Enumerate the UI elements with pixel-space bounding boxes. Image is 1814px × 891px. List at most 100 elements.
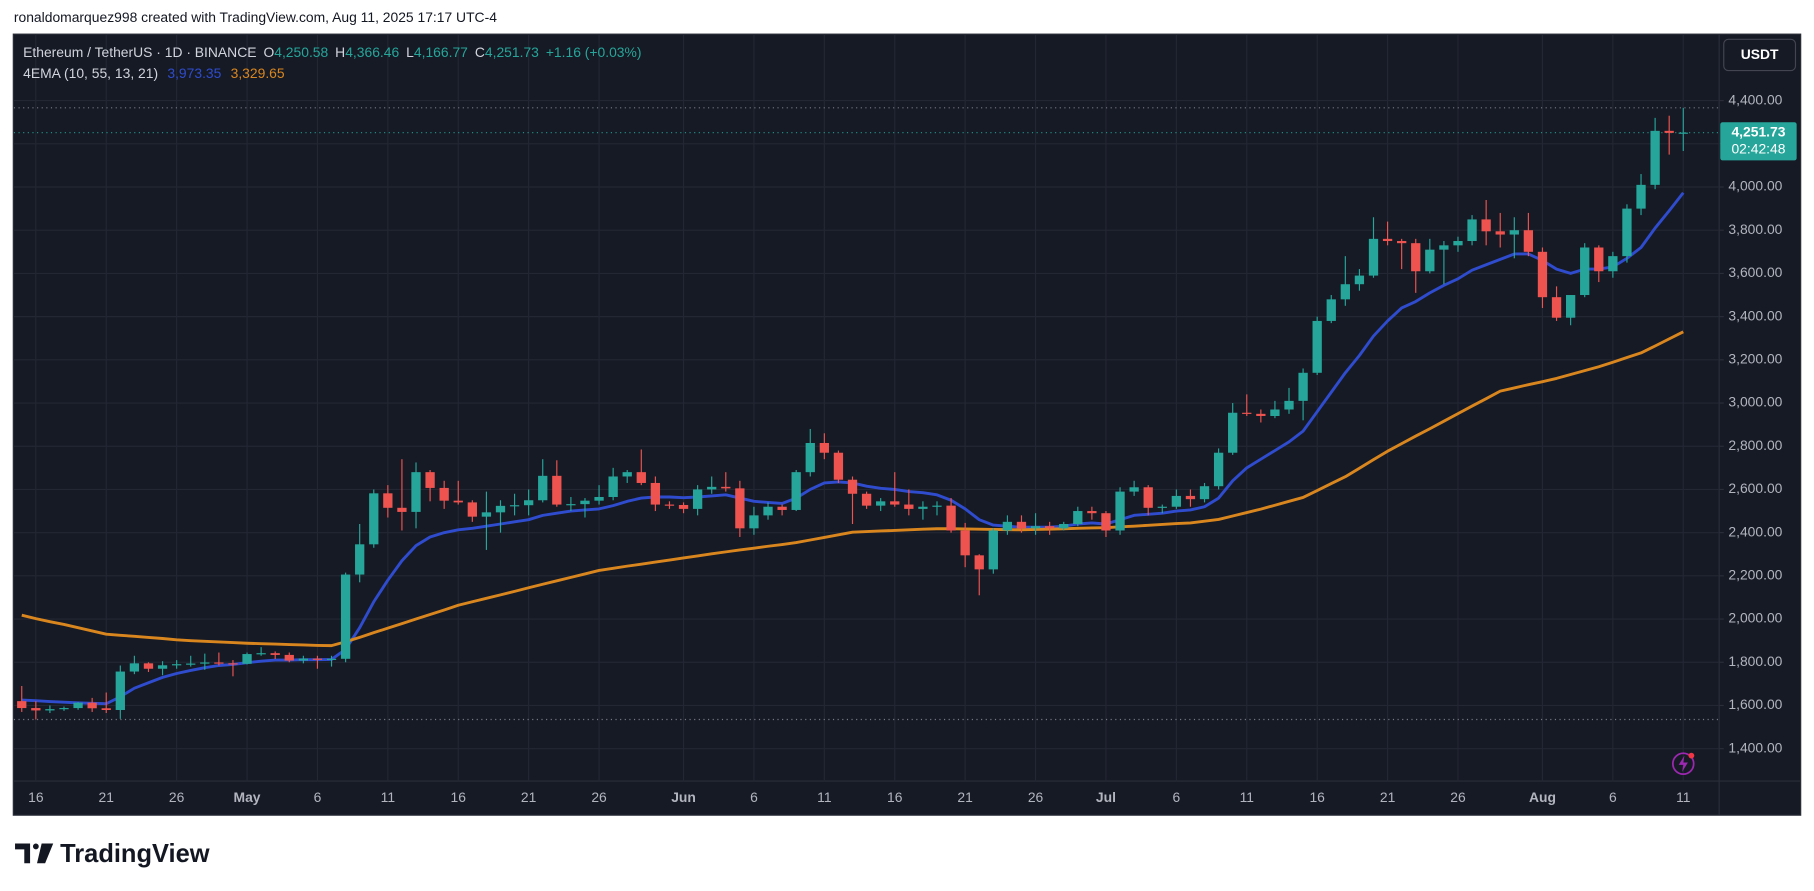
candle-body <box>1453 241 1463 246</box>
candle-body <box>45 709 55 711</box>
y-tick-label: 3,000.00 <box>1728 394 1782 410</box>
candle-body <box>946 505 956 531</box>
last-price-label: 4,251.73 <box>1731 123 1785 139</box>
logo-mark <box>15 843 31 864</box>
candle-body <box>1622 208 1632 257</box>
candle-body <box>17 701 27 709</box>
currency-label[interactable]: USDT <box>1741 46 1779 62</box>
candle-body <box>228 663 238 665</box>
candle-body <box>960 530 970 556</box>
candle-body <box>974 555 984 570</box>
candle-body <box>425 472 435 488</box>
ohlc-value: 4,366.46 <box>345 44 399 60</box>
candle-body <box>608 476 618 498</box>
x-tick-label: 16 <box>28 789 44 805</box>
candle-body <box>1397 241 1407 244</box>
x-tick-label: 6 <box>1173 789 1181 805</box>
y-tick-label: 3,600.00 <box>1728 264 1782 280</box>
candle-body <box>467 502 477 517</box>
candle-body <box>1129 487 1139 492</box>
candle-body <box>411 472 421 512</box>
candle-body <box>1523 230 1534 252</box>
candle-body <box>594 497 604 501</box>
candle-body <box>284 654 294 661</box>
candle-body <box>1580 247 1590 296</box>
candle-body <box>1185 495 1196 500</box>
candle-body <box>1016 521 1027 529</box>
candle-body <box>115 671 125 711</box>
candle-body <box>453 500 463 503</box>
candle-body <box>721 486 731 489</box>
candle-body <box>1228 412 1238 453</box>
change-value: +1.16 (+0.03%) <box>546 44 642 60</box>
alert-dot[interactable] <box>1688 752 1695 759</box>
candle-body <box>650 482 661 505</box>
candle-body <box>495 505 506 513</box>
candle-body <box>1157 506 1167 508</box>
candle-body <box>1059 524 1069 529</box>
candle-body <box>1594 247 1604 272</box>
candle-body <box>1002 521 1013 531</box>
candle-body <box>1678 132 1688 134</box>
candle-body <box>1312 320 1322 373</box>
candle-body <box>200 662 210 664</box>
y-tick-label: 2,400.00 <box>1728 523 1782 539</box>
candle-body <box>890 501 900 505</box>
x-tick-label: 16 <box>1309 789 1325 805</box>
symbol: Ethereum / TetherUS · 1D · BINANCE <box>23 44 256 60</box>
candle-body <box>932 505 942 507</box>
candle-body <box>1256 413 1266 416</box>
ohlc-key: L <box>406 44 414 60</box>
candle-body <box>566 504 576 506</box>
y-tick-label: 4,000.00 <box>1728 178 1782 194</box>
x-tick-label: 21 <box>957 789 973 805</box>
candle-body <box>1298 372 1308 401</box>
y-tick-label: 1,600.00 <box>1728 696 1782 712</box>
x-tick-label: Jun <box>671 789 696 805</box>
candle-body <box>1213 452 1224 487</box>
alert-icon[interactable] <box>1671 752 1695 775</box>
candle-body <box>59 708 69 710</box>
candle-body <box>186 663 196 665</box>
y-tick-label: 1,400.00 <box>1728 739 1782 755</box>
candle-body <box>918 506 928 509</box>
candle-body <box>214 662 224 664</box>
alert-circle[interactable] <box>1671 752 1695 775</box>
candle-body <box>1171 495 1182 507</box>
countdown-label: 02:42:48 <box>1731 141 1785 157</box>
candle-body <box>707 486 717 490</box>
candle-body <box>1650 130 1660 185</box>
alert-bolt[interactable] <box>1678 755 1688 772</box>
candle-body <box>1101 513 1111 531</box>
candle-body <box>1495 231 1505 235</box>
candle-body <box>312 658 323 660</box>
candle-body <box>1340 284 1350 300</box>
candle-body <box>988 530 998 570</box>
candle-body <box>270 653 280 655</box>
candle-body <box>552 475 562 505</box>
indicator-name: 4EMA (10, 55, 13, 21) <box>23 65 158 81</box>
candle-body <box>1425 249 1435 272</box>
y-tick-label: 1,800.00 <box>1728 653 1782 669</box>
symbol-legend: Ethereum / TetherUS · 1D · BINANCE O4,250… <box>23 44 641 60</box>
candle-body <box>73 702 83 709</box>
candle-body <box>397 507 407 512</box>
candle-body <box>904 504 914 509</box>
y-tick-label: 2,800.00 <box>1728 437 1782 453</box>
x-tick-label: 6 <box>314 789 322 805</box>
axes: 1,400.00 1,600.00 1,800.00 2,000.00 2,200.00… <box>28 91 1797 805</box>
candle-body <box>1636 184 1646 209</box>
candle-body <box>692 489 703 509</box>
candle-body <box>369 493 379 545</box>
candle-body <box>1509 230 1519 235</box>
candle-body <box>1565 295 1576 318</box>
currency-button[interactable] <box>1723 38 1797 72</box>
ema-line <box>21 330 1684 648</box>
candle-body <box>580 500 590 505</box>
candle-body <box>1030 526 1041 529</box>
logo-text: TradingView <box>60 840 210 868</box>
x-tick-label: 16 <box>887 789 903 805</box>
candle-body <box>256 653 266 655</box>
candle-body <box>664 504 675 506</box>
